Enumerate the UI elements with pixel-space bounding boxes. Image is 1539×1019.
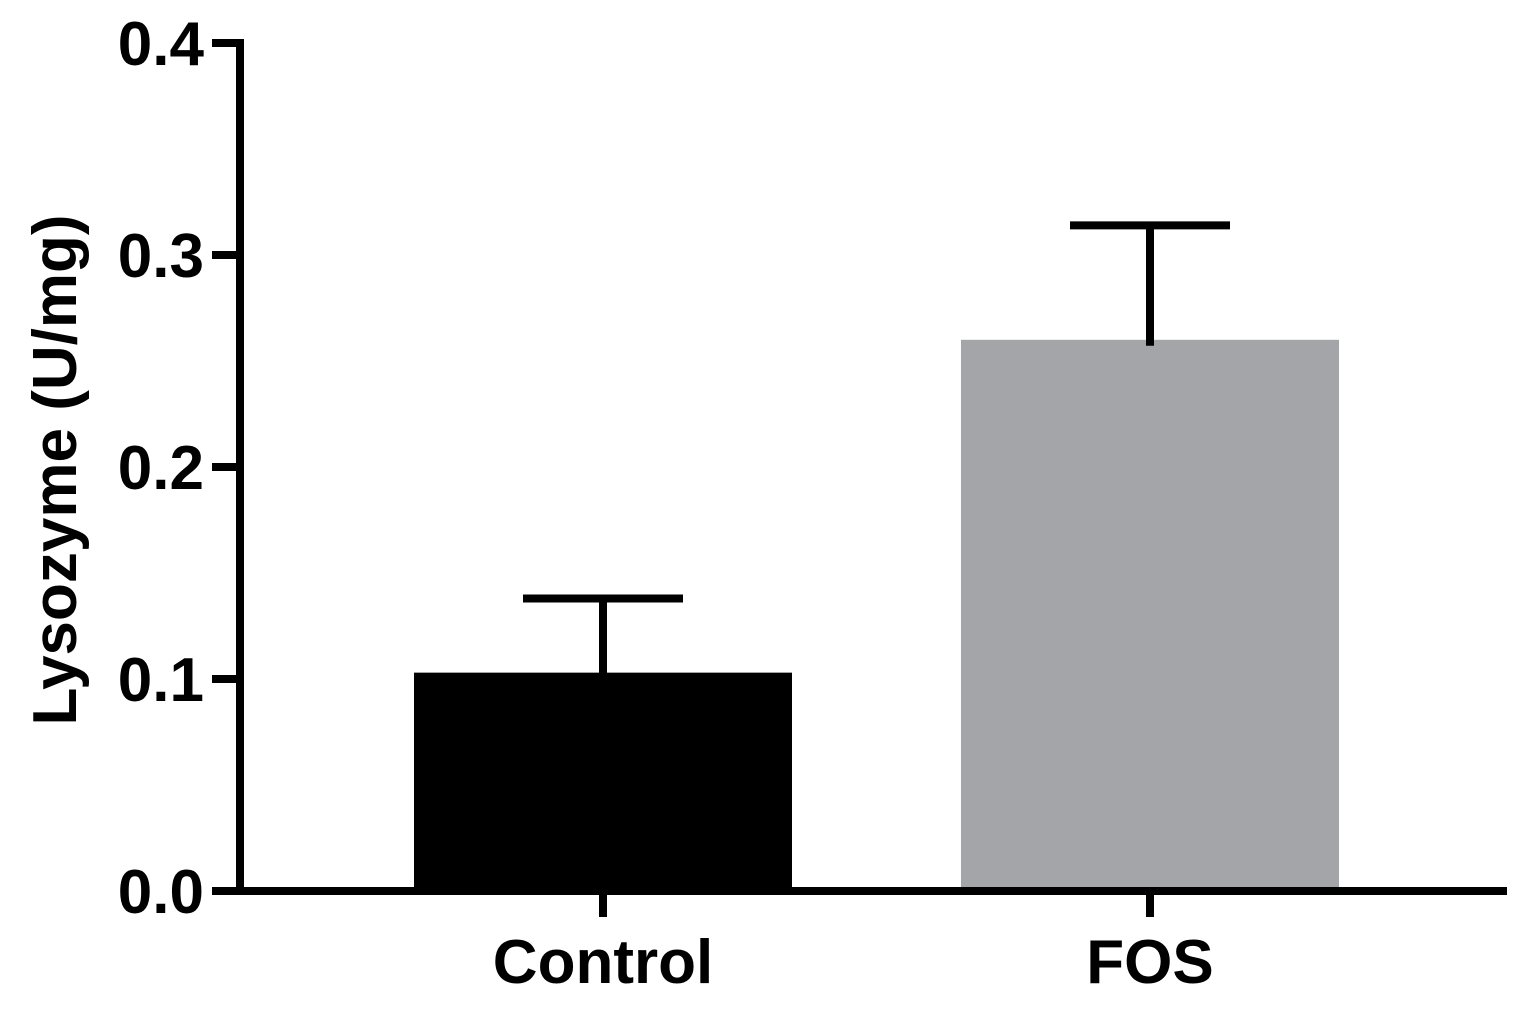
y-tick-label: 0.0: [118, 858, 204, 927]
error-bars-layer: [523, 221, 1230, 679]
y-ticks: 0.0 0.1 0.2 0.3 0.4: [118, 10, 240, 927]
x-ticks: Control FOS: [493, 891, 1214, 997]
y-tick-label: 0.2: [118, 434, 204, 503]
y-tick-label: 0.1: [118, 646, 204, 715]
bar-control: [414, 672, 792, 891]
y-axis-title: Lysozyme (U/mg): [21, 214, 90, 725]
error-bar-control: [523, 594, 683, 679]
bars-layer: [414, 339, 1339, 891]
bar-fos: [961, 339, 1339, 891]
y-tick-label: 0.4: [118, 10, 205, 79]
y-tick-label: 0.3: [118, 222, 204, 291]
x-tick-label-fos: FOS: [1086, 928, 1213, 997]
x-tick-label-control: Control: [493, 928, 713, 997]
error-bar-fos: [1070, 221, 1230, 346]
